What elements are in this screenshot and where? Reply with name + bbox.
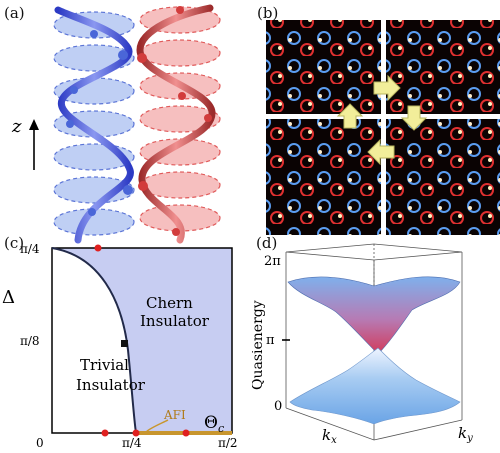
panel-b-label: (b) [257, 4, 279, 22]
panel-c: (c) π/4 π/8 0 π/4 π/2 Δ Θc Chern Insulat… [0, 230, 250, 453]
arrow-down [400, 105, 428, 131]
chern-label-2: Insulator [140, 312, 210, 330]
blue-nodes [66, 30, 133, 216]
red-markers [94, 244, 190, 437]
trivial-label-2: Insulator [76, 376, 146, 394]
divider-vertical [381, 20, 386, 235]
z-axis-arrow: z [11, 116, 39, 170]
y-tick-pi4: π/4 [20, 242, 40, 256]
x-tick-pi4: π/4 [122, 436, 142, 450]
y-axis-label: Quasienergy [252, 300, 266, 390]
upper-band [287, 276, 461, 355]
chern-region [52, 248, 232, 433]
panel-d-label: (d) [256, 234, 278, 252]
phase-diagram: π/4 π/8 0 π/4 π/2 Δ Θc Chern Insulator T… [2, 242, 238, 450]
arrow-right [373, 74, 401, 102]
lattice-grid [266, 20, 500, 235]
cycle-arrows [336, 74, 428, 166]
arrow-up [336, 103, 364, 129]
x-axis-label: Θc [204, 413, 224, 435]
arrow-left [367, 138, 395, 166]
afi-pointer [145, 419, 169, 433]
z-axis-label: z [11, 116, 22, 137]
x-tick-pi2: π/2 [218, 436, 238, 450]
panel-c-label: (c) [4, 234, 25, 252]
chern-label-1: Chern [146, 294, 193, 312]
blue-helix [54, 6, 134, 244]
y-tick-zero: 0 [274, 399, 282, 414]
red-nodes [137, 6, 212, 236]
afi-label: AFI [163, 408, 186, 422]
y-axis-label: Δ [2, 287, 15, 308]
band-structure-plot: 2π π 0 Quasienergy kx ky [252, 243, 473, 446]
y-tick-pi8: π/8 [20, 334, 40, 348]
red-helix [136, 4, 216, 244]
ky-label: ky [458, 424, 473, 444]
panel-b: (b) [252, 0, 500, 240]
lower-band [289, 347, 461, 425]
divider-horizontal [266, 114, 500, 119]
helix-diagram: z [11, 4, 221, 244]
trivial-label-1: Trivial [80, 356, 129, 374]
panel-d: (d) 2π π 0 Quasienergy kx [252, 230, 500, 453]
panel-a-label: (a) [4, 4, 25, 22]
y-tick-pi: π [266, 333, 275, 348]
y-tick-zero: 0 [36, 436, 44, 450]
panel-a: (a) [0, 0, 250, 245]
kx-label: kx [322, 426, 337, 446]
y-tick-2pi: 2π [264, 254, 281, 269]
square-marker [121, 340, 128, 347]
